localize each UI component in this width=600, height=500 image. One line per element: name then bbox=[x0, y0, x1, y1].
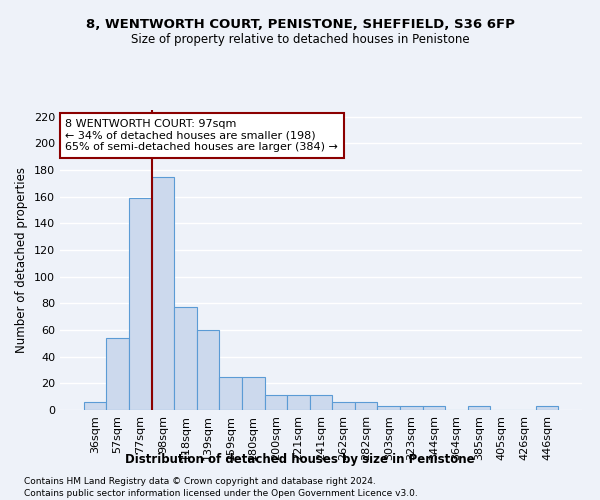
Bar bbox=[400, 406, 422, 410]
Text: Distribution of detached houses by size in Penistone: Distribution of detached houses by size … bbox=[125, 452, 475, 466]
Bar bbox=[220, 376, 242, 410]
Bar bbox=[106, 338, 129, 410]
Bar bbox=[332, 402, 355, 410]
Bar bbox=[242, 376, 265, 410]
Y-axis label: Number of detached properties: Number of detached properties bbox=[16, 167, 28, 353]
Bar bbox=[377, 406, 400, 410]
Text: Contains public sector information licensed under the Open Government Licence v3: Contains public sector information licen… bbox=[24, 489, 418, 498]
Bar bbox=[84, 402, 106, 410]
Bar bbox=[355, 402, 377, 410]
Text: 8, WENTWORTH COURT, PENISTONE, SHEFFIELD, S36 6FP: 8, WENTWORTH COURT, PENISTONE, SHEFFIELD… bbox=[86, 18, 514, 30]
Bar bbox=[129, 198, 152, 410]
Bar bbox=[265, 396, 287, 410]
Bar bbox=[174, 308, 197, 410]
Bar bbox=[287, 396, 310, 410]
Bar bbox=[536, 406, 558, 410]
Bar bbox=[422, 406, 445, 410]
Text: Contains HM Land Registry data © Crown copyright and database right 2024.: Contains HM Land Registry data © Crown c… bbox=[24, 478, 376, 486]
Bar bbox=[152, 176, 174, 410]
Bar bbox=[310, 396, 332, 410]
Bar bbox=[197, 330, 220, 410]
Text: 8 WENTWORTH COURT: 97sqm
← 34% of detached houses are smaller (198)
65% of semi-: 8 WENTWORTH COURT: 97sqm ← 34% of detach… bbox=[65, 119, 338, 152]
Bar bbox=[468, 406, 490, 410]
Text: Size of property relative to detached houses in Penistone: Size of property relative to detached ho… bbox=[131, 32, 469, 46]
